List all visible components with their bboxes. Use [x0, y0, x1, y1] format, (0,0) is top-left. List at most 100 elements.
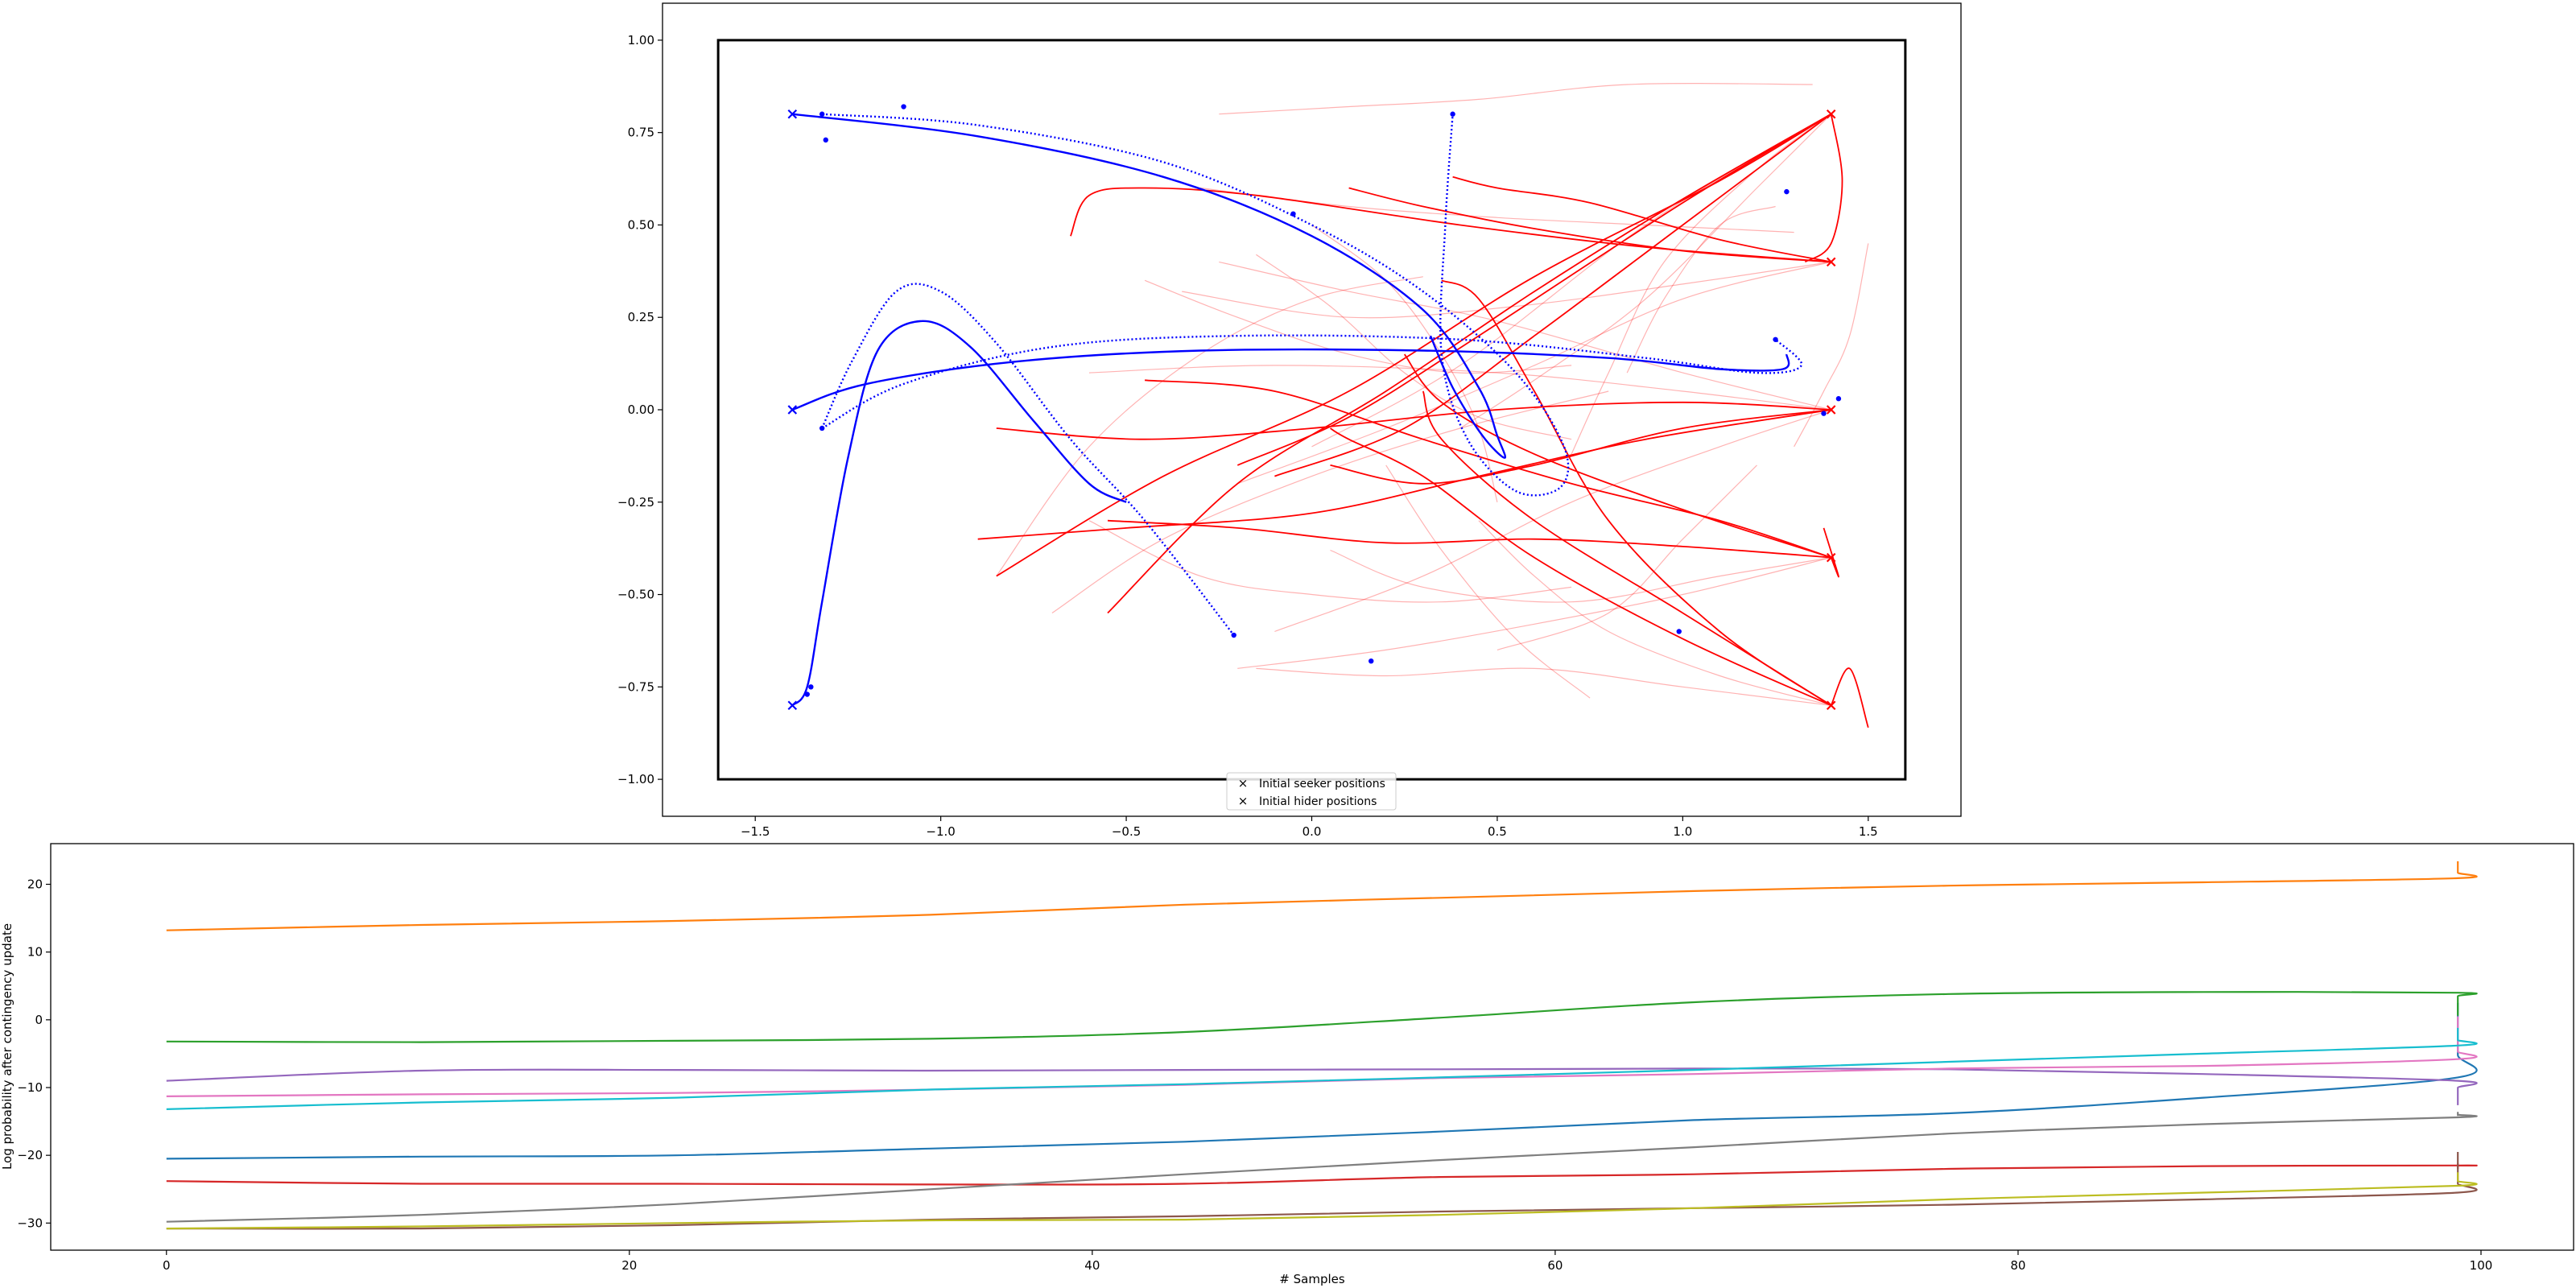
hider-path [1145, 379, 1831, 559]
hider-path [1274, 113, 1832, 477]
top-y-tick-label: −0.50 [617, 588, 654, 602]
trajectory-plot: −1.5 −1.0 −0.5 0.0 0.5 1.0 1.5 −1.00 −0.75 −0.50 −… [617, 2, 1962, 839]
top-x-tick-label: 0.5 [1488, 824, 1507, 839]
seeker-waypoint [1773, 336, 1778, 342]
hider-path [1330, 427, 1832, 707]
seeker-waypoint [1450, 111, 1455, 117]
hider-path-faint [1330, 549, 1831, 603]
series-line [166, 1067, 2478, 1105]
bottom-axis-ticks: 0 20 40 60 80 100 −30 −20 −10 0 10 20 [17, 877, 2492, 1274]
hider-initial-marker [1826, 109, 1836, 119]
top-y-tick-label: −0.25 [617, 495, 654, 510]
hider-initial-marker [1826, 257, 1836, 267]
bottom-series-lines [166, 861, 2478, 1230]
hider-path-faint [1311, 225, 1498, 502]
hider-path [1452, 175, 1831, 263]
hider-path-faint [1571, 114, 1832, 455]
legend-seeker-label: Initial seeker positions [1259, 778, 1385, 791]
hider-path [996, 401, 1831, 440]
seeker-path-dotted [821, 334, 1803, 430]
series-line [166, 1002, 2478, 1160]
seeker-waypoint [808, 684, 814, 690]
series-line [166, 1111, 2478, 1223]
seeker-initial-marker-stroke [787, 405, 798, 415]
seeker-waypoint [1368, 658, 1374, 664]
bottom-x-tick-label: 100 [2470, 1258, 2493, 1273]
top-x-tick-label: −0.5 [1112, 824, 1141, 839]
hider-path [1236, 113, 1832, 466]
bottom-y-tick-label: 0 [35, 1013, 43, 1027]
top-y-tick-label: −1.00 [617, 772, 654, 786]
hider-path [1830, 667, 1869, 729]
legend-hider-label: Initial hider positions [1259, 795, 1377, 808]
bottom-y-tick-label: −30 [17, 1216, 43, 1230]
hider-path [1403, 353, 1831, 559]
seeker-initial-marker [787, 405, 798, 415]
hider-path [996, 113, 1832, 577]
seeker-path-solid [791, 320, 1127, 707]
series-line [166, 1016, 2478, 1097]
top-y-tick-label: 1.00 [628, 33, 654, 47]
series-line [166, 991, 2478, 1043]
bottom-x-tick-label: 40 [1084, 1258, 1100, 1273]
top-axis-ticks: −1.5 −1.0 −0.5 0.0 0.5 1.0 1.5 −1.00 −0.75 −0.50 −… [617, 33, 1878, 839]
hider-path-faint [1459, 114, 1832, 429]
hider-path [1107, 519, 1831, 559]
top-x-tick-label: −1.5 [741, 824, 770, 839]
seeker-waypoint [1231, 632, 1236, 638]
hider-path-faint [1237, 261, 1831, 485]
hider-path-faint [996, 276, 1423, 576]
top-y-tick-label: −0.75 [617, 679, 654, 694]
bottom-x-tick-label: 0 [163, 1258, 171, 1273]
seeker-path-dotted [822, 113, 1570, 497]
hider-path-faint [1311, 114, 1832, 448]
hider-path-faint [1219, 83, 1813, 115]
hider-initial-marker-stroke [1826, 257, 1836, 267]
hider-path [1823, 527, 1839, 578]
seeker-waypoint [901, 104, 906, 109]
top-x-tick-label: 1.5 [1859, 824, 1878, 839]
series-line [166, 1152, 2478, 1230]
seeker-paths [791, 113, 1803, 707]
hider-path-faint [1478, 520, 1831, 706]
legend-seeker-marker: × [1238, 776, 1249, 791]
hider-initial-marker-stroke [1826, 109, 1836, 119]
seeker-waypoint [1784, 188, 1790, 195]
bottom-x-axis-label: # Samples [1279, 1272, 1345, 1286]
hider-path-faint [1088, 365, 1831, 411]
seeker-waypoint [819, 111, 825, 117]
hider-path-faint [1144, 279, 1572, 374]
series-line [166, 861, 2478, 931]
top-x-tick-label: 0.0 [1302, 824, 1322, 839]
seeker-waypoint [804, 691, 810, 697]
hider-initial-marker [1826, 700, 1836, 711]
hider-path-faint [1088, 520, 1572, 603]
seeker-waypoint [819, 425, 825, 431]
bottom-y-tick-label: −10 [17, 1080, 43, 1095]
seeker-initial-marker [787, 109, 798, 119]
hider-initial-marker [1826, 405, 1836, 415]
hider-path-faint [1385, 464, 1591, 699]
seeker-waypoint [1835, 396, 1842, 402]
hider-path-faint [1274, 409, 1831, 633]
hider-path-faint [1626, 205, 1776, 374]
position-markers [787, 104, 1842, 711]
top-x-tick-label: −1.0 [926, 824, 955, 839]
hider-path [1804, 114, 1843, 263]
log-probability-plot: 0 20 40 60 80 100 −30 −20 −10 0 10 20 # Samples Log… [0, 843, 2574, 1286]
seeker-path-solid [791, 348, 1790, 411]
bottom-y-axis-label: Log probability after contingency update [0, 923, 14, 1170]
bottom-x-tick-label: 20 [621, 1258, 637, 1273]
seeker-waypoint [1821, 411, 1827, 416]
hider-initial-marker-stroke [1826, 405, 1836, 415]
series-line [166, 1163, 2478, 1186]
legend: × Initial seeker positions × Initial hid… [1226, 772, 1397, 811]
hider-path [977, 409, 1831, 540]
hider-faint-paths [996, 83, 1869, 706]
hider-path [1348, 187, 1831, 263]
bottom-x-tick-label: 60 [1547, 1258, 1563, 1273]
hider-path-faint [1794, 243, 1869, 448]
seeker-waypoint [1290, 211, 1296, 217]
seeker-waypoint [1676, 629, 1682, 634]
